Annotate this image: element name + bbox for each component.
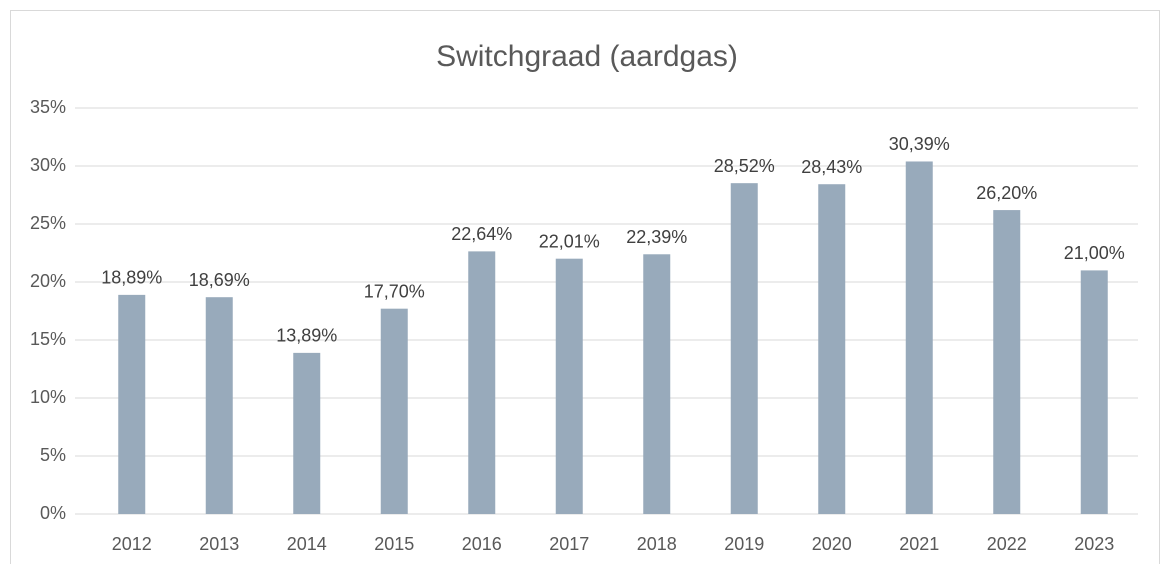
x-tick-label: 2019 [724,534,764,554]
y-tick-label: 30% [30,155,66,175]
x-tick-label: 2014 [287,534,327,554]
value-label: 28,52% [714,156,775,176]
value-label: 22,01% [539,231,600,251]
y-tick-label: 0% [40,503,66,523]
bar [818,184,846,514]
bar [643,254,671,514]
value-label: 21,00% [1064,243,1125,263]
bar [468,251,496,514]
x-tick-label: 2012 [112,534,152,554]
y-tick-label: 5% [40,445,66,465]
y-tick-label: 15% [30,329,66,349]
y-tick-label: 35% [30,97,66,117]
chart-border [10,10,1160,564]
bar [380,308,408,514]
value-label: 18,69% [189,270,250,290]
value-label: 26,20% [976,183,1037,203]
x-tick-label: 2015 [374,534,414,554]
bar [205,297,233,514]
value-label: 17,70% [364,281,425,301]
value-label: 22,39% [626,227,687,247]
chart-title: Switchgraad (aardgas) [436,40,738,73]
x-tick-label: 2020 [812,534,852,554]
value-label: 18,89% [101,268,162,288]
value-label: 22,64% [451,224,512,244]
y-tick-label: 25% [30,213,66,233]
bar [993,210,1021,514]
x-tick-label: 2017 [549,534,589,554]
bar [1080,270,1108,514]
x-tick-label: 2018 [637,534,677,554]
value-label: 30,39% [889,134,950,154]
x-tick-label: 2013 [199,534,239,554]
value-label: 13,89% [276,326,337,346]
y-tick-label: 10% [30,387,66,407]
x-tick-label: 2021 [899,534,939,554]
value-label: 28,43% [801,157,862,177]
bar [730,183,758,514]
x-tick-label: 2022 [987,534,1027,554]
bar [555,258,583,514]
x-tick-label: 2023 [1074,534,1114,554]
bar [293,352,321,514]
y-tick-label: 20% [30,271,66,291]
bar [905,161,933,514]
bar [118,294,146,514]
x-tick-label: 2016 [462,534,502,554]
